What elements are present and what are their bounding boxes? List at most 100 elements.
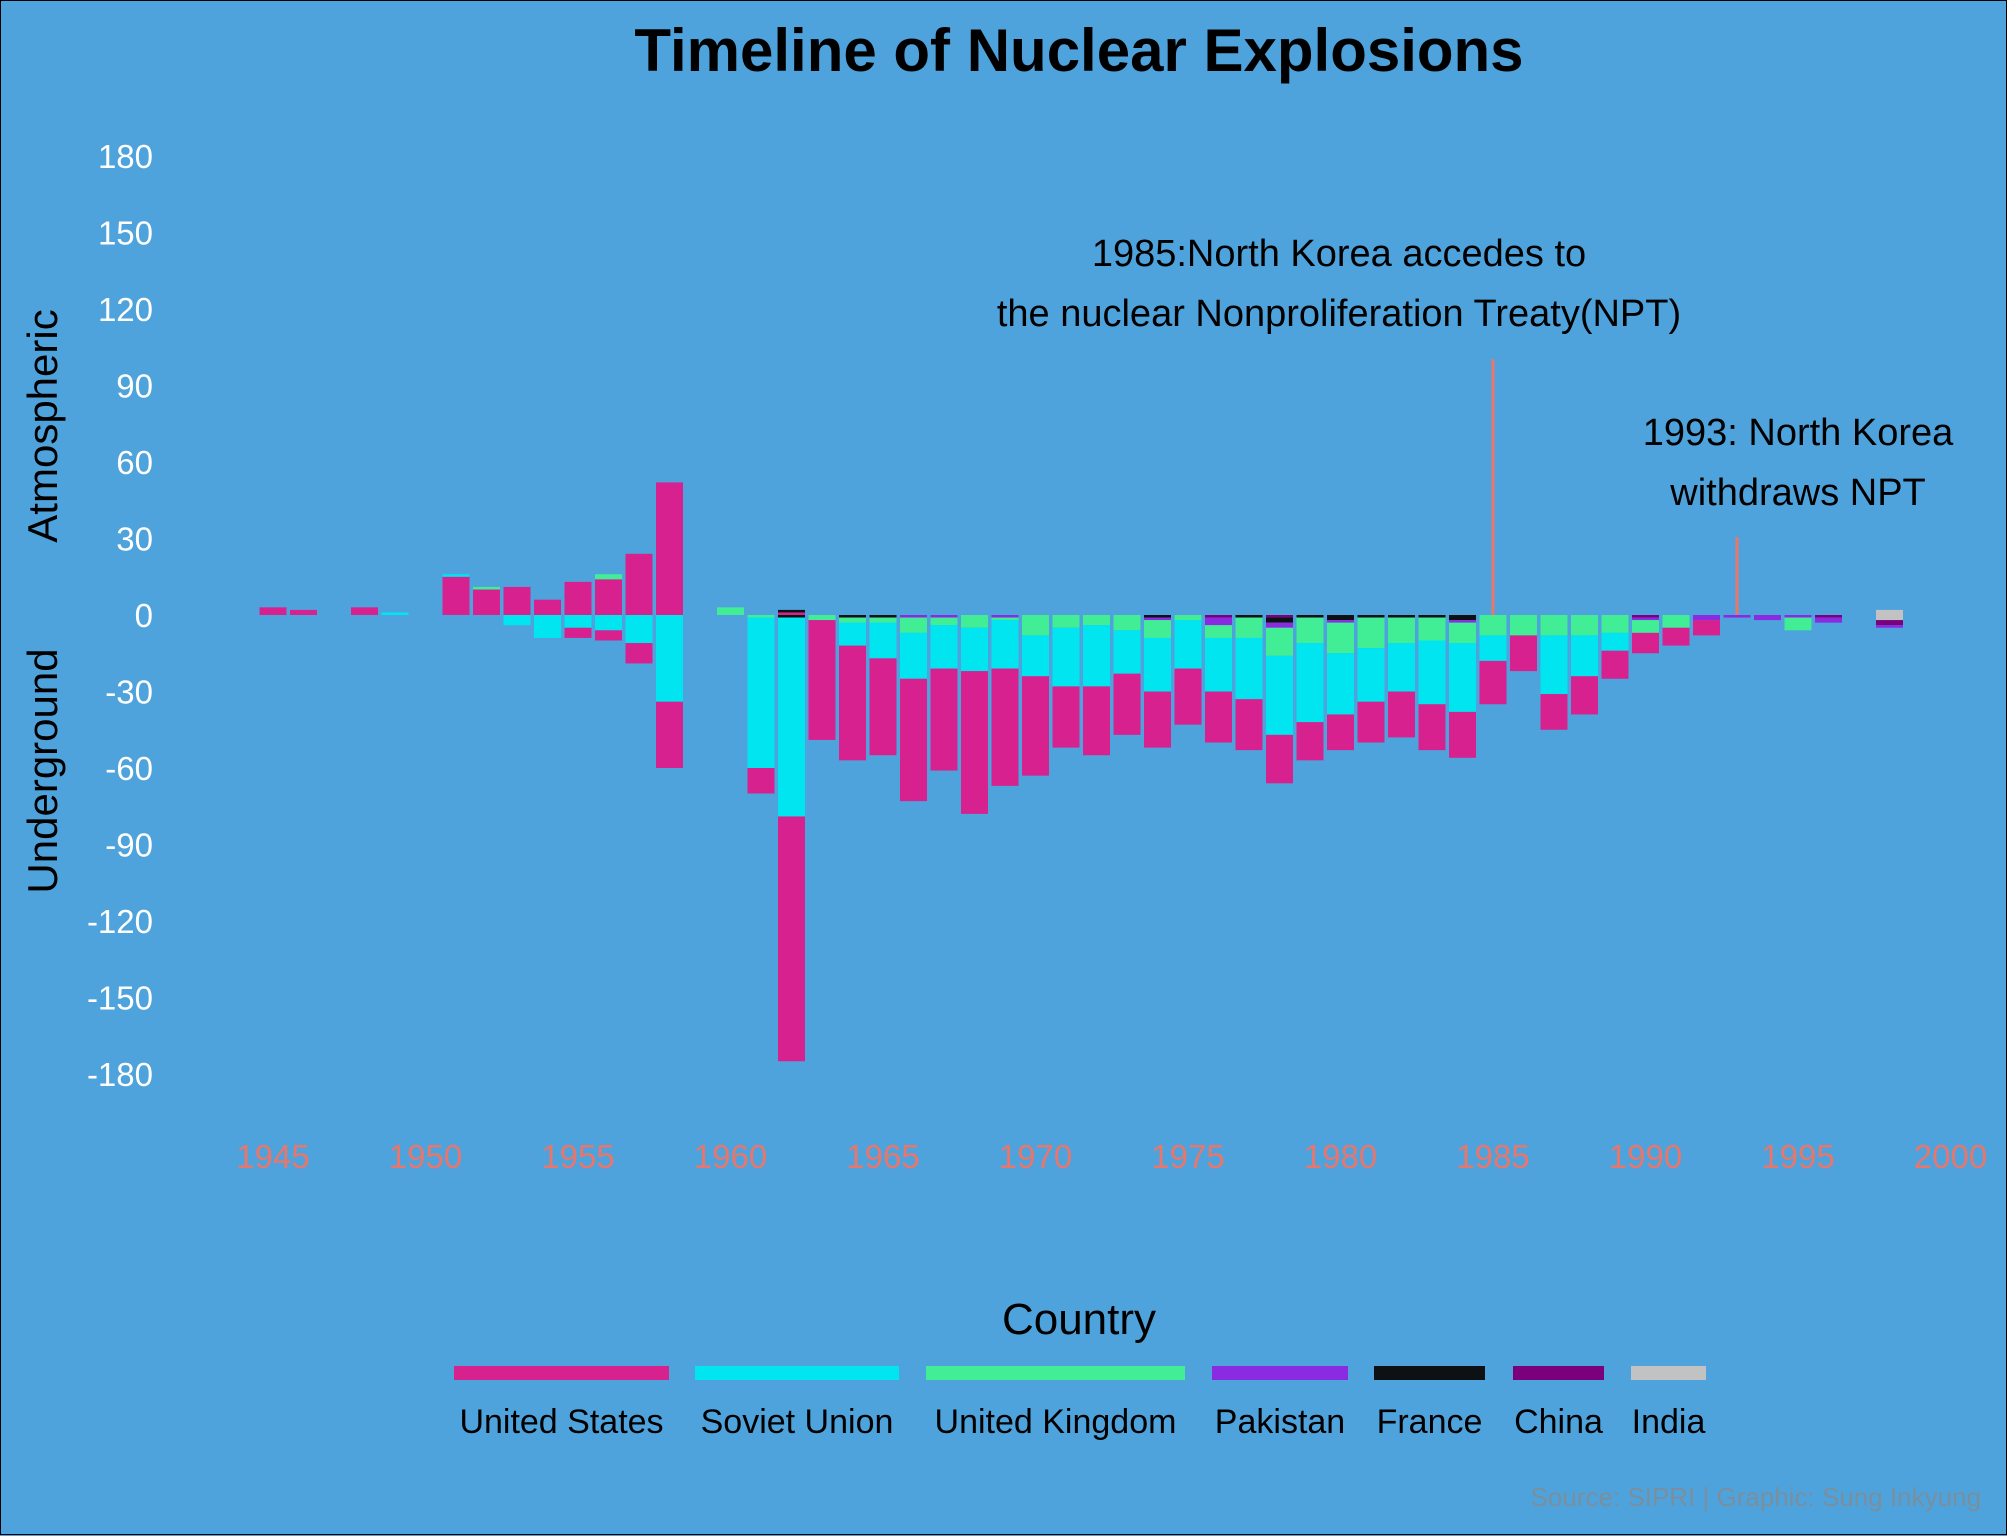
bar-atmospheric <box>625 553 653 615</box>
bar-underground <box>1144 617 1171 621</box>
bar-underground <box>1754 615 1781 621</box>
bar-underground <box>1235 617 1263 638</box>
y-tick-label: 150 <box>98 215 153 252</box>
bar-underground <box>1571 615 1598 636</box>
bar-underground <box>1022 615 1049 636</box>
bar-atmospheric <box>595 574 622 580</box>
bar-underground <box>1418 617 1446 641</box>
bar-underground <box>1083 615 1110 626</box>
bar-underground <box>1876 620 1903 626</box>
bar-underground <box>1601 650 1629 679</box>
bar-atmospheric <box>290 609 317 615</box>
bar-underground <box>839 622 866 646</box>
bar-underground <box>961 671 988 814</box>
bar-underground <box>1510 635 1537 672</box>
bar-underground <box>869 658 897 756</box>
bar-atmospheric <box>503 586 531 615</box>
bar-atmospheric <box>595 579 622 615</box>
bar-underground <box>778 617 805 817</box>
legend-label: India <box>1632 1403 1706 1441</box>
bar-underground <box>991 620 1019 669</box>
y-tick-label: 120 <box>98 291 153 328</box>
bar-atmospheric <box>534 599 561 615</box>
bar-underground <box>1327 620 1354 623</box>
bar-underground <box>930 617 958 626</box>
bar-underground <box>595 630 622 641</box>
bar-atmospheric <box>473 586 500 590</box>
bar-underground <box>1632 617 1659 621</box>
bar-underground <box>1052 615 1080 628</box>
bar-underground <box>1540 615 1568 636</box>
bar-underground <box>1388 617 1415 644</box>
x-tick-label: 1980 <box>1304 1138 1377 1175</box>
bar-underground <box>1693 615 1720 621</box>
bar-underground <box>900 615 927 618</box>
bar-underground <box>930 625 958 669</box>
bar-underground <box>869 622 897 659</box>
bar-underground <box>869 615 897 618</box>
bar-underground <box>1571 676 1598 715</box>
bar-underground <box>1205 691 1232 743</box>
bar-underground <box>534 615 561 638</box>
bar-underground <box>991 617 1019 621</box>
legend-title: Country <box>1002 1295 1156 1344</box>
bar-underground <box>1632 615 1659 618</box>
bar-atmospheric <box>259 607 287 615</box>
bar-underground <box>747 768 775 794</box>
bar-underground <box>1540 635 1568 695</box>
y-tick-label: 90 <box>116 368 153 405</box>
bar-underground <box>595 615 622 631</box>
bar-underground <box>1144 615 1171 618</box>
bar-underground <box>503 615 531 626</box>
x-tick-label: 1990 <box>1609 1138 1682 1175</box>
x-axis-ticks: 1945 1950 1955 1960 1965 1970 1975 1980 1985 1990… <box>236 1138 1987 1175</box>
bar-underground <box>1174 615 1202 621</box>
bar-underground <box>1479 615 1507 636</box>
bar-underground <box>1479 660 1507 705</box>
y-tick-label: -120 <box>87 903 153 940</box>
bar-underground <box>839 645 866 761</box>
bar-atmospheric <box>442 574 470 577</box>
bar-underground <box>900 617 927 633</box>
bar-underground <box>656 615 683 702</box>
bar-underground <box>1266 615 1293 618</box>
bar-underground <box>656 701 683 768</box>
bar-underground <box>1022 676 1049 776</box>
bar-atmospheric <box>778 609 805 613</box>
bar-atmospheric <box>381 612 409 615</box>
bar-underground <box>1510 615 1537 636</box>
bar-underground <box>1693 620 1720 636</box>
bar-underground <box>1113 630 1141 674</box>
bar-underground <box>1876 615 1903 621</box>
bar-underground <box>1327 615 1354 621</box>
bar-underground <box>1784 615 1812 618</box>
bar-underground <box>625 615 653 644</box>
y-tick-label: 180 <box>98 138 153 175</box>
bar-underground <box>1235 699 1263 751</box>
bar-underground <box>1327 653 1354 715</box>
bar-underground <box>1266 622 1293 628</box>
bar-underground <box>1083 625 1110 687</box>
bar-underground <box>1357 648 1385 702</box>
legend-swatch <box>926 1366 1185 1380</box>
chart-title: Timeline of Nuclear Explosions <box>634 17 1523 84</box>
bar-underground <box>1388 643 1415 692</box>
y-tick-label: 60 <box>116 444 153 481</box>
bar-underground <box>1418 615 1446 618</box>
bar-atmospheric <box>717 607 744 615</box>
legend-label: Soviet Union <box>701 1403 894 1441</box>
bar-underground <box>1662 615 1690 628</box>
bar-underground <box>1205 617 1232 626</box>
y-tick-label: -180 <box>87 1056 153 1093</box>
y-label-atmospheric: Atmospheric <box>19 309 66 542</box>
legend-swatch <box>1513 1366 1604 1380</box>
bar-underground <box>1266 627 1293 656</box>
bar-underground <box>1479 635 1507 661</box>
bar-underground <box>1205 637 1232 692</box>
bar-underground <box>1327 714 1354 751</box>
bar-underground <box>1449 622 1476 644</box>
bar-atmospheric <box>442 576 470 615</box>
bar-underground <box>1815 615 1842 618</box>
